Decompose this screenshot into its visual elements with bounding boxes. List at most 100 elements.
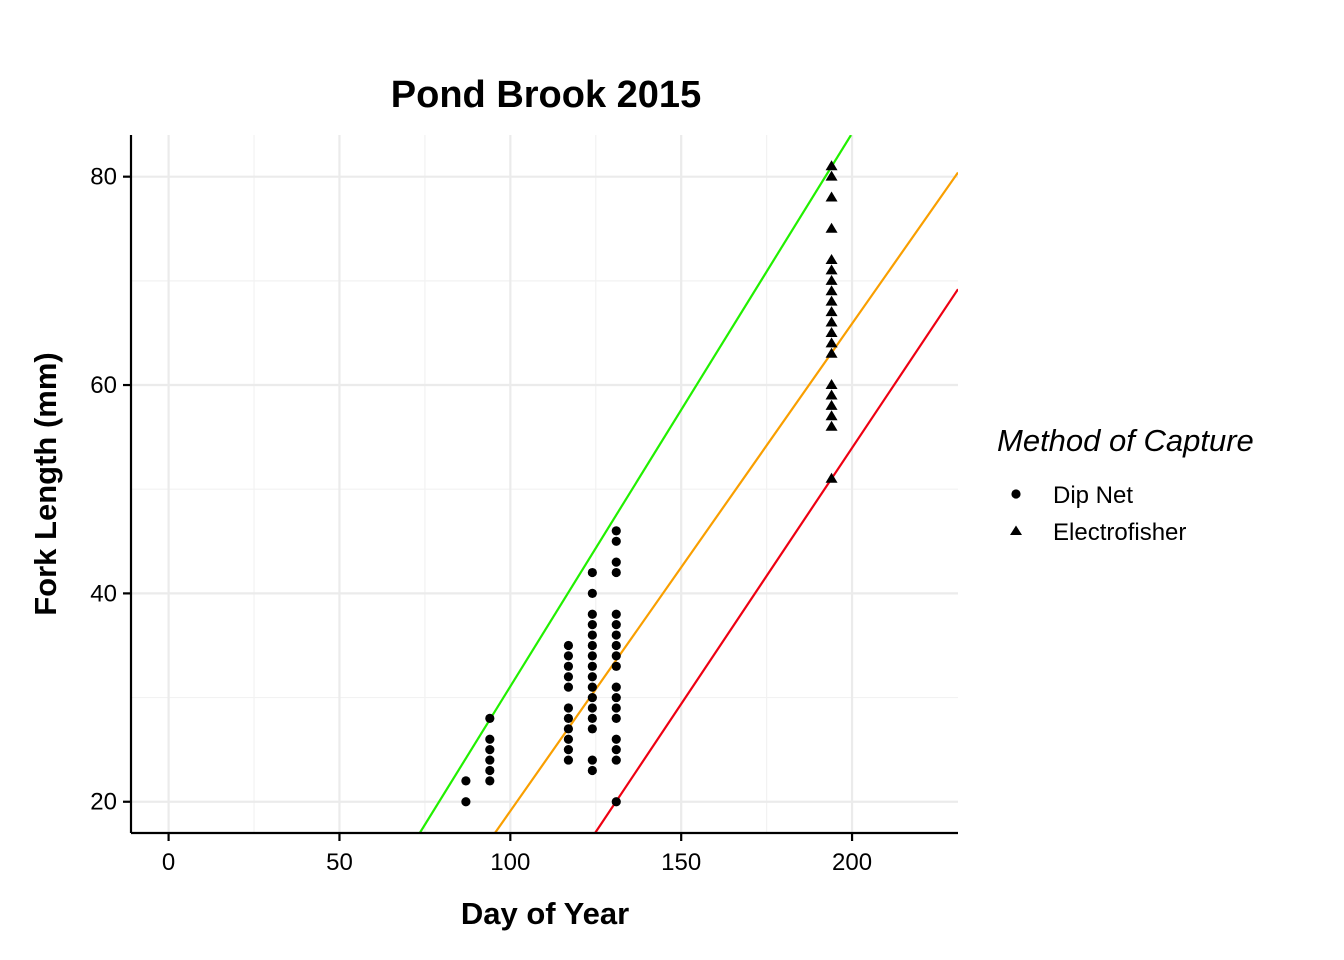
legend-key-electrofisher [1010,525,1022,535]
point-dip-net [611,797,621,807]
point-dip-net [563,661,574,671]
point-dip-net [587,651,597,661]
point-electrofisher [825,389,838,400]
point-electrofisher [825,410,838,421]
legend-label-dip-net: Dip Net [1053,482,1133,509]
point-dip-net [587,640,597,651]
point-electrofisher [825,347,838,358]
point-dip-net [461,776,471,786]
point-dip-net [485,713,495,724]
point-dip-net [587,609,597,619]
point-dip-net [587,713,597,724]
point-electrofisher [825,399,838,410]
point-dip-net [563,724,574,734]
point-dip-net [587,724,597,734]
point-dip-net [485,776,495,786]
point-electrofisher [825,191,838,202]
point-dip-net [611,713,621,724]
legend-label-electrofisher: Electrofisher [1053,519,1186,546]
x-ticks: 0 50 100 150 200 [162,833,872,876]
y-tick-label: 20 [90,789,117,816]
y-tick-label: 40 [90,580,117,607]
point-electrofisher [825,264,838,275]
point-dip-net [587,567,597,578]
axes [129,135,958,835]
point-dip-net [563,682,574,692]
fit-lines [418,135,958,833]
x-tick-label: 150 [661,849,701,876]
point-dip-net [587,630,597,640]
point-dip-net [461,797,471,807]
point-dip-net [587,692,597,703]
legend-title: Method of Capture [997,423,1254,458]
x-tick-label: 0 [162,849,175,876]
y-tick-label: 80 [90,164,117,191]
point-electrofisher [825,337,838,348]
point-dip-net [611,526,621,536]
legend-key-dip-net [1011,489,1021,499]
point-electrofisher [825,295,838,306]
point-dip-net [563,713,574,724]
x-tick-label: 50 [326,849,353,876]
point-electrofisher [825,326,838,337]
point-electrofisher [825,160,838,171]
point-electrofisher [825,420,838,431]
chart-title: Pond Brook 2015 [391,74,701,116]
point-dip-net [611,755,621,765]
point-dip-net [611,661,621,671]
point-dip-net [485,765,495,776]
point-dip-net [611,557,621,567]
point-electrofisher [825,379,838,390]
y-axis-title: Fork Length (mm) [28,352,63,616]
point-dip-net [611,734,621,744]
x-tick-label: 200 [832,849,872,876]
point-dip-net [611,536,621,546]
point-dip-net [563,672,574,682]
point-dip-net [563,651,574,661]
point-dip-net [611,745,621,755]
y-ticks: 20 40 60 80 [90,164,131,816]
point-dip-net [587,755,597,765]
point-dip-net [563,703,574,713]
point-electrofisher [825,222,838,233]
point-dip-net [485,734,495,744]
point-electrofisher [825,254,838,265]
fit-line-0 [418,135,852,833]
point-dip-net [587,620,597,630]
fit-line-2 [594,288,958,833]
point-dip-net [611,620,621,630]
x-tick-label: 100 [490,849,530,876]
point-dip-net [611,630,621,640]
point-dip-net [563,734,574,744]
point-dip-net [611,703,621,713]
point-electrofisher [825,316,838,327]
point-dip-net [587,588,597,598]
point-electrofisher [825,285,838,296]
point-dip-net [587,765,597,776]
point-dip-net [611,640,621,651]
point-dip-net [611,609,621,619]
point-electrofisher [825,472,838,483]
fit-line-1 [494,171,958,833]
point-dip-net [611,692,621,703]
point-electrofisher [825,274,838,285]
point-dip-net [587,672,597,682]
point-dip-net [563,755,574,765]
legend: Method of Capture Dip Net Electrofisher [997,423,1254,546]
point-dip-net [587,661,597,671]
x-axis-title: Day of Year [461,896,629,931]
grid-lines [131,135,958,833]
point-dip-net [611,567,621,578]
point-dip-net [587,703,597,713]
y-tick-label: 60 [90,372,117,399]
point-electrofisher [825,170,838,181]
point-dip-net [485,745,495,755]
point-electrofisher [825,306,838,317]
point-dip-net [587,682,597,692]
point-dip-net [611,651,621,661]
point-dip-net [611,682,621,692]
point-dip-net [485,755,495,765]
point-dip-net [563,745,574,755]
data-points [461,160,838,807]
